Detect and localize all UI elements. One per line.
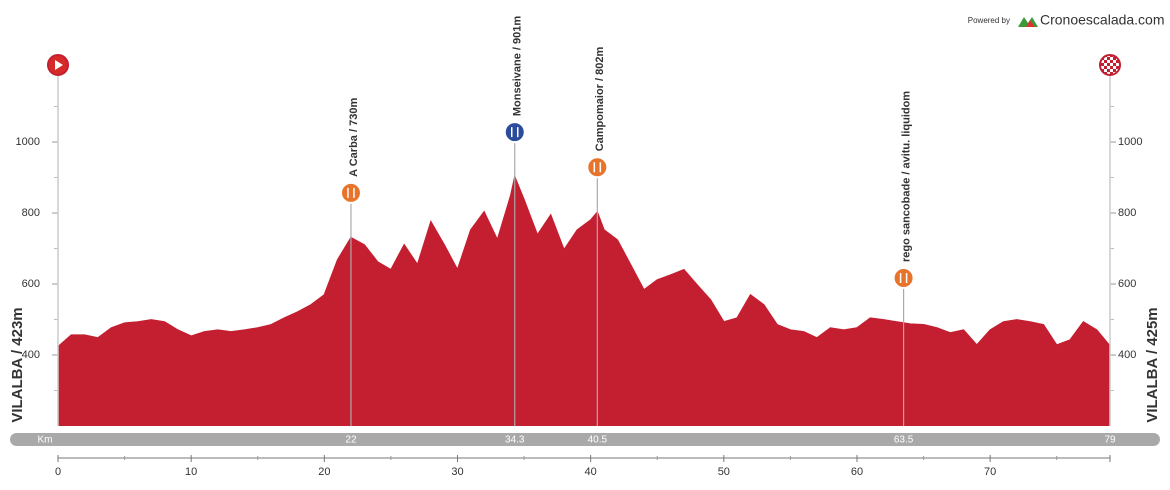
- km-label: Km: [38, 435, 53, 446]
- point-icon: [892, 267, 915, 290]
- elevation-line: [57, 174, 1111, 348]
- x-tick-label: 30: [451, 466, 463, 478]
- x-tick-label: 20: [318, 466, 330, 478]
- elevation-area: [58, 177, 1110, 426]
- x-tick-label: 0: [55, 466, 61, 478]
- point-label: rego sancobade / avitu. liquidom: [901, 91, 913, 262]
- point-icon: [503, 121, 526, 144]
- x-tick-label: 10: [185, 466, 197, 478]
- point-label: Monseivane / 901m: [512, 16, 524, 116]
- km-marker: 63.5: [894, 435, 914, 446]
- km-marker: 40.5: [588, 435, 608, 446]
- y-tick-label: 800: [22, 207, 40, 219]
- y-tick-label: 1000: [16, 136, 40, 148]
- point-icon: [586, 156, 609, 179]
- powered-by: Powered by: [968, 16, 1010, 25]
- y2-tick-label: 1000: [1118, 136, 1142, 148]
- km-marker: 79: [1104, 435, 1116, 446]
- y2-tick-label: 400: [1118, 349, 1136, 361]
- start-label: VILALBA / 423m: [9, 307, 26, 422]
- point-icon: [339, 181, 362, 204]
- point-glyph: [347, 187, 355, 198]
- x-tick-label: 70: [984, 466, 996, 478]
- x-tick-label: 40: [585, 466, 597, 478]
- y2-tick-label: 800: [1118, 207, 1136, 219]
- point-glyph: [593, 162, 602, 173]
- start-glyph: [55, 60, 63, 70]
- y-tick-label: 600: [22, 278, 40, 290]
- finish-icon: [1099, 54, 1121, 76]
- point-glyph: [511, 127, 519, 138]
- point-label: Campomaior / 802m: [594, 47, 606, 152]
- km-marker: 34.3: [505, 435, 525, 446]
- point-glyph: [899, 273, 908, 284]
- brand: Cronoescalada.com: [1040, 12, 1165, 28]
- point-label: A Carba / 730m: [348, 98, 360, 177]
- x-tick-label: 60: [851, 466, 863, 478]
- x-tick-label: 50: [718, 466, 730, 478]
- y-tick-label: 400: [22, 349, 40, 361]
- km-bar: [10, 433, 1160, 446]
- y2-tick-label: 600: [1118, 278, 1136, 290]
- brand-logo-accent: [1026, 20, 1035, 27]
- finish-label: VILALBA / 425m: [1144, 307, 1161, 422]
- km-marker: 22: [345, 435, 357, 446]
